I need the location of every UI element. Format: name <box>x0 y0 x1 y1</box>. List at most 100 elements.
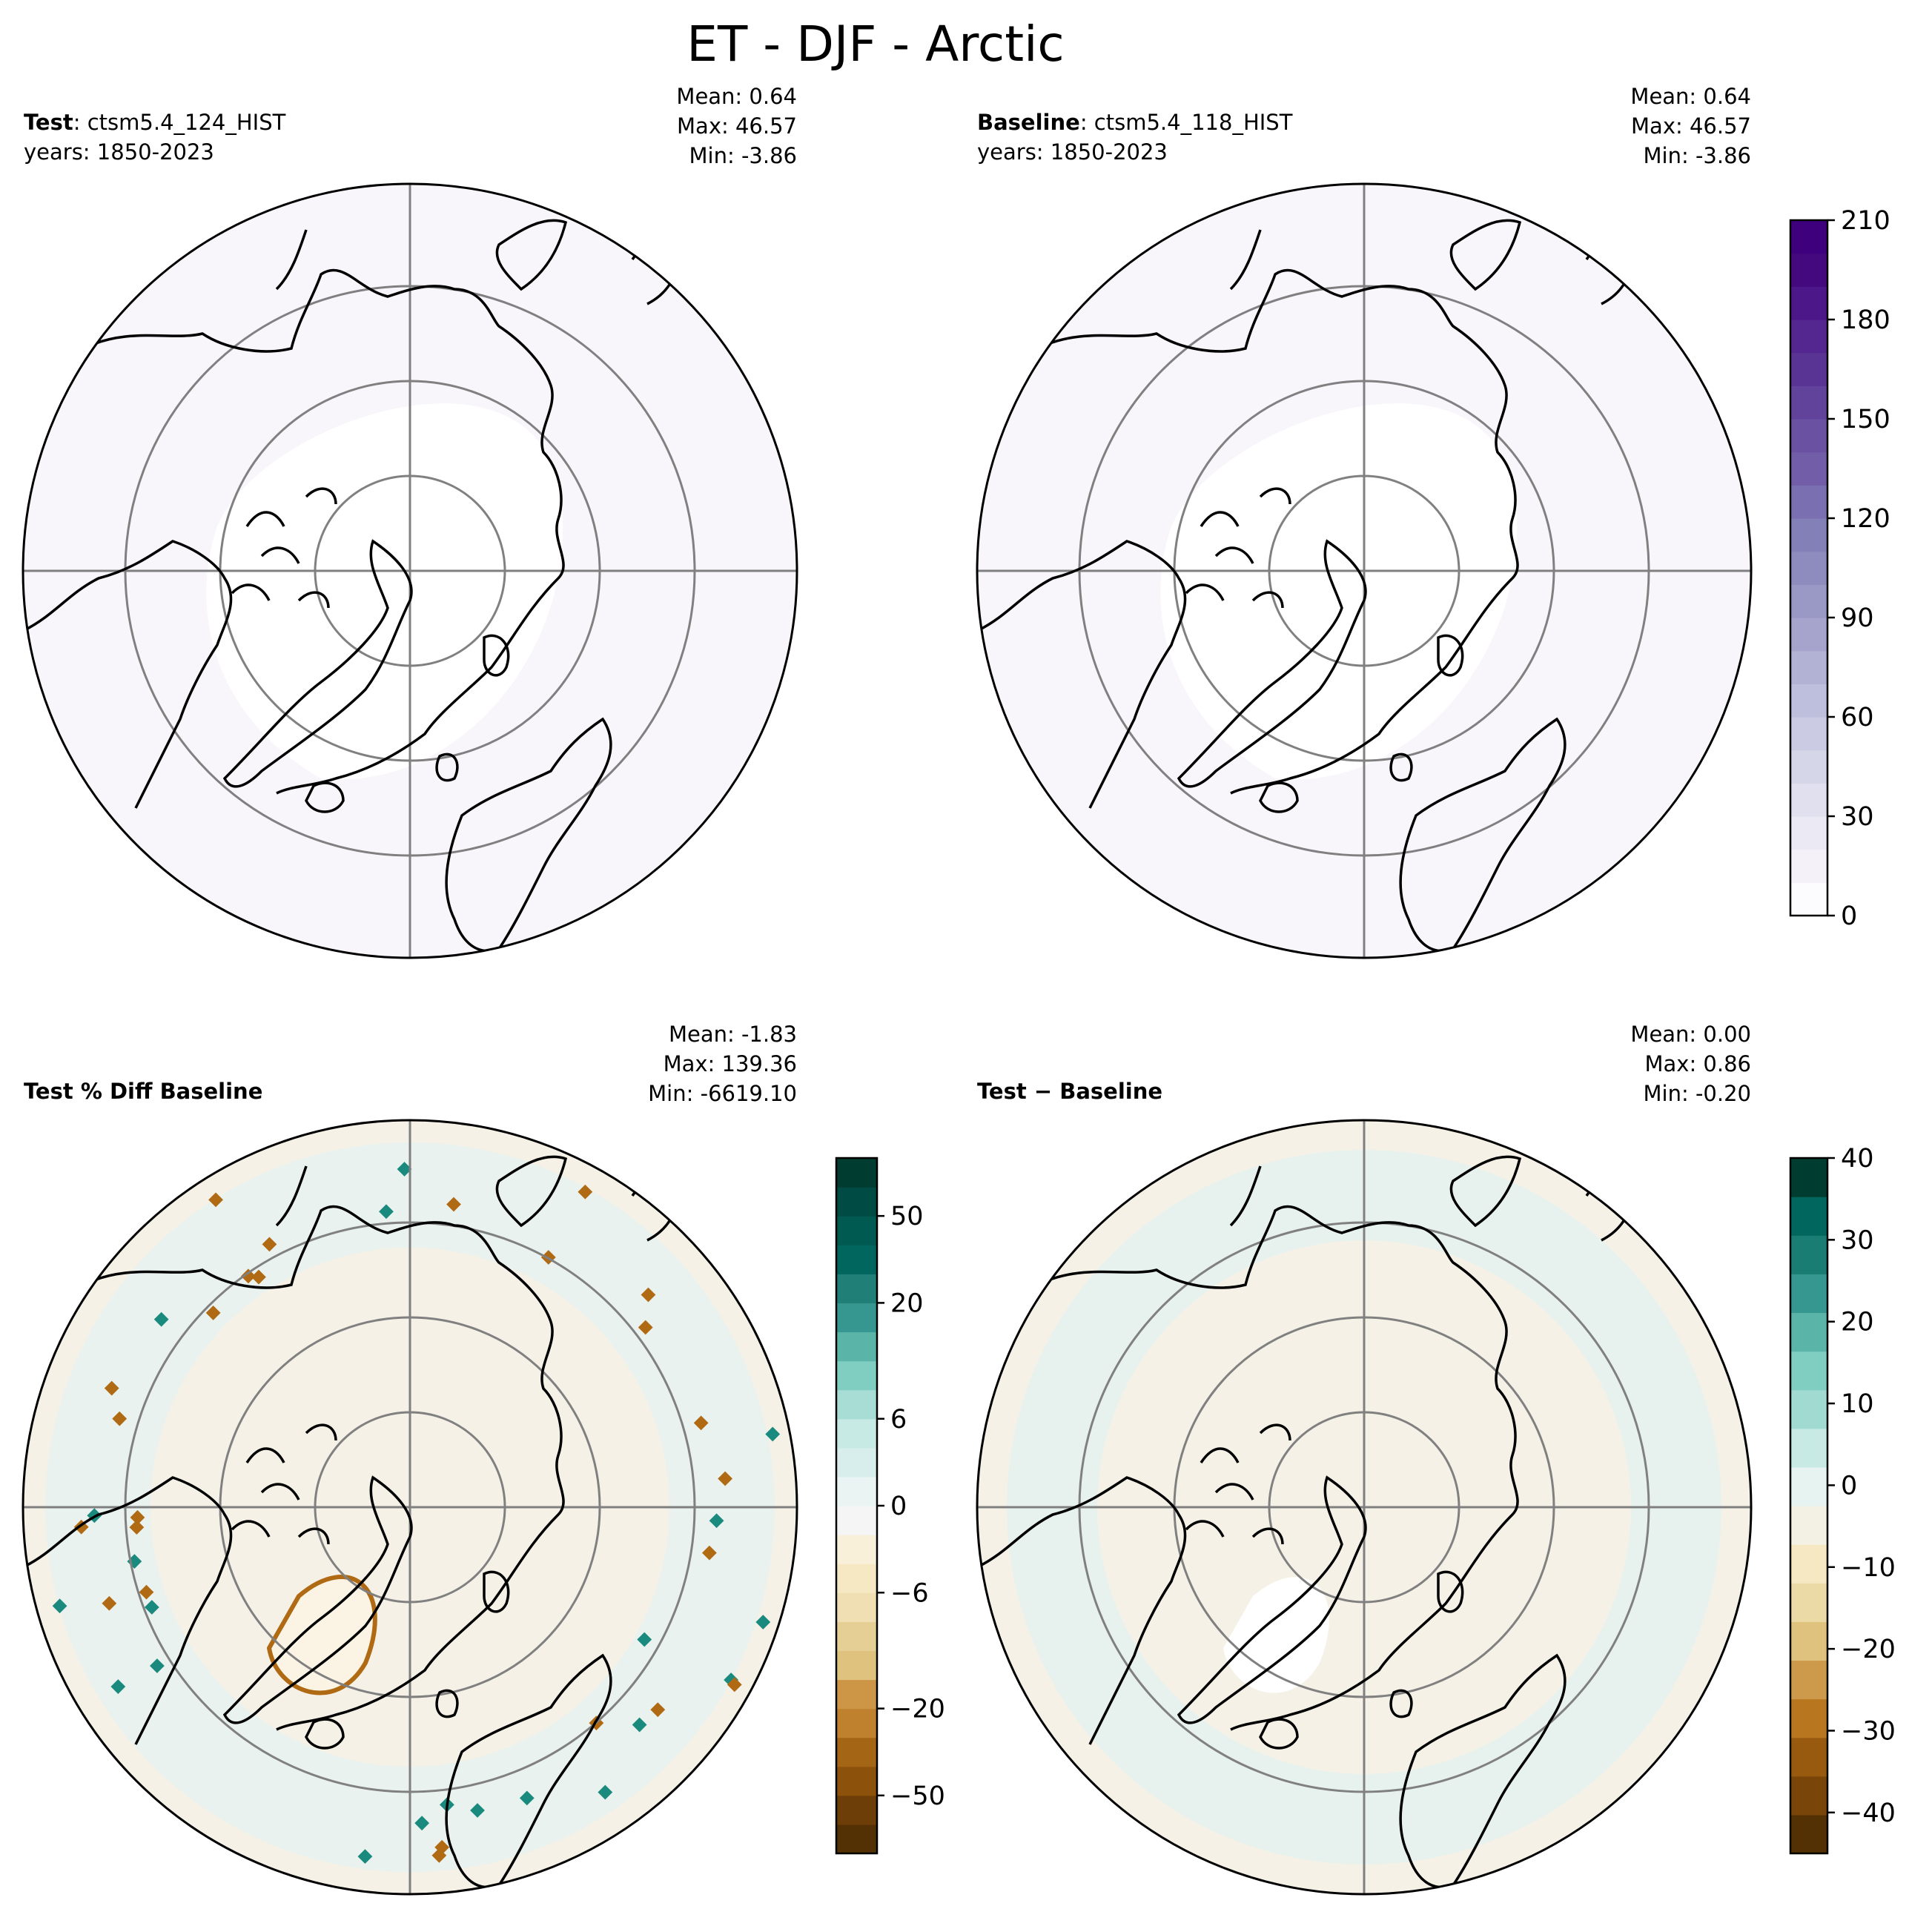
colorbar-segment <box>836 1476 877 1506</box>
map-boundary <box>21 182 798 959</box>
colorbar-segment <box>1790 419 1827 453</box>
panel-label-bold: Baseline <box>977 110 1080 135</box>
colorbar-segment <box>1790 286 1827 320</box>
stat-min: Min: -6619.10 <box>648 1081 797 1106</box>
anomaly-patch <box>251 1269 266 1285</box>
colorbar-tick-label: 20 <box>890 1288 924 1318</box>
colorbar-segment <box>836 1303 877 1333</box>
map-field <box>23 184 797 958</box>
panel-abs-diff: Test − Baseline Mean: 0.00 Max: 0.86 Min: -… <box>976 1022 1753 1896</box>
colorbar-segment <box>836 1187 877 1217</box>
panel-label-bold: Test % Diff Baseline <box>24 1079 262 1104</box>
colorbar-segment <box>836 1331 877 1362</box>
colorbar-segment <box>836 1274 877 1304</box>
anomaly-patch <box>241 1268 256 1284</box>
anomaly-patch <box>112 1411 128 1426</box>
anomaly-patch <box>718 1471 733 1486</box>
anomaly-patch <box>139 1584 154 1600</box>
anomaly-patch <box>755 1615 771 1630</box>
colorbar-segment <box>1790 1235 1827 1274</box>
anomaly-patch <box>52 1598 67 1614</box>
colorbar-segment <box>1790 1506 1827 1545</box>
colorbar-segment <box>836 1795 877 1825</box>
colorbar-tick-label: −30 <box>1841 1716 1896 1746</box>
colorbar-segment <box>1790 650 1827 684</box>
panel-baseline: Baseline: ctsm5.4_118_HIST years: 1850-20… <box>976 84 1753 959</box>
anomaly-patch <box>578 1184 593 1200</box>
colorbar-segment <box>1790 882 1827 916</box>
colorbar-segment <box>1790 1158 1827 1197</box>
anomaly-patch <box>414 1816 430 1831</box>
colorbar-segment <box>1790 1274 1827 1314</box>
colorbar-segment <box>1790 849 1827 883</box>
colorbar-segment <box>1790 320 1827 354</box>
colorbar-segment <box>1790 220 1827 254</box>
stat-min: Min: -3.86 <box>689 143 797 168</box>
colorbar-segment <box>1790 1312 1827 1352</box>
colorbar-segment <box>1790 584 1827 618</box>
colorbar-tick-label: 10 <box>1841 1389 1874 1419</box>
greenland-anomaly <box>266 1575 377 1695</box>
colorbar-segment <box>836 1447 877 1478</box>
graticule <box>977 184 1751 958</box>
colorbar-segment <box>836 1592 877 1622</box>
colorbar-tick-label: 0 <box>890 1492 907 1521</box>
colorbar-tick-label: 6 <box>890 1405 907 1435</box>
panel-label: Test % Diff Baseline <box>24 1079 262 1104</box>
graticule <box>977 1120 1751 1894</box>
colorbar-tick-label: 30 <box>1841 802 1874 832</box>
panel-label-rest: : ctsm5.4_124_HIST <box>73 110 286 135</box>
stat-max: Max: 46.57 <box>677 113 797 139</box>
colorbar-segment <box>1790 1698 1827 1738</box>
colorbar-tick-label: 60 <box>1841 703 1874 732</box>
colorbar-tick-label: 180 <box>1841 305 1890 335</box>
panel-years: years: 1850-2023 <box>24 139 214 165</box>
anomaly-patch <box>431 1847 447 1863</box>
colorbar-segment <box>1790 1351 1827 1391</box>
map-boundary <box>976 1119 1753 1896</box>
colorbar-segment <box>1790 717 1827 751</box>
colorbar-tick-label: 20 <box>1841 1308 1874 1337</box>
colorbar-segment <box>1790 451 1827 486</box>
colorbar-segment <box>836 1650 877 1681</box>
colorbar-segment <box>1790 1428 1827 1468</box>
figure-title: ET - DJF - Arctic <box>687 16 1064 73</box>
map-boundary <box>976 182 1753 959</box>
stat-max: Max: 46.57 <box>1631 113 1751 139</box>
map-boundary <box>21 1119 798 1896</box>
anomaly-patch <box>379 1204 394 1220</box>
anomaly-patch <box>104 1380 119 1396</box>
colorbar-tick-label: −40 <box>1841 1799 1896 1828</box>
colorbar-segment <box>836 1418 877 1449</box>
colorbar-segment <box>1790 386 1827 420</box>
colorbar-tick-label: 150 <box>1841 405 1890 434</box>
colorbar-tick-label: −20 <box>1841 1635 1896 1664</box>
panel-label: Test: ctsm5.4_124_HIST <box>24 110 286 135</box>
colorbar-frame <box>1789 1157 1829 1855</box>
colorbar-segment <box>1790 783 1827 817</box>
anomaly-patch <box>701 1545 717 1561</box>
anomaly-patch <box>632 1717 647 1733</box>
colorbar-segment <box>1790 1660 1827 1700</box>
colorbar-tick-label: 120 <box>1841 504 1890 534</box>
anomaly-patch <box>208 1192 223 1208</box>
colorbar-segment <box>1790 551 1827 585</box>
colorbar-segment <box>836 1766 877 1796</box>
anomaly-patch <box>102 1595 117 1611</box>
colorbar-segment <box>836 1737 877 1767</box>
panel-test: Test: ctsm5.4_124_HIST years: 1850-2023 Me… <box>21 84 798 959</box>
colorbar-segment <box>1790 1814 1827 1854</box>
anomaly-patch <box>129 1520 145 1535</box>
colorbar-segment <box>836 1535 877 1564</box>
colorbar-segment <box>836 1389 877 1420</box>
stat-mean: Mean: 0.64 <box>676 84 797 109</box>
stat-min: Min: -0.20 <box>1644 1081 1751 1106</box>
anomaly-patch <box>765 1426 781 1442</box>
colorbar-tick-label: −50 <box>890 1781 945 1811</box>
colorbar-segment <box>836 1216 877 1245</box>
anomaly-patch <box>357 1849 373 1865</box>
colorbar-pct-diff: −50 −20 −6 0 6 20 50 <box>835 1157 945 1855</box>
colorbar-segment <box>1790 253 1827 287</box>
panel-pct-diff: Test % Diff Baseline Mean: -1.83 Max: 139.… <box>21 1022 798 1896</box>
